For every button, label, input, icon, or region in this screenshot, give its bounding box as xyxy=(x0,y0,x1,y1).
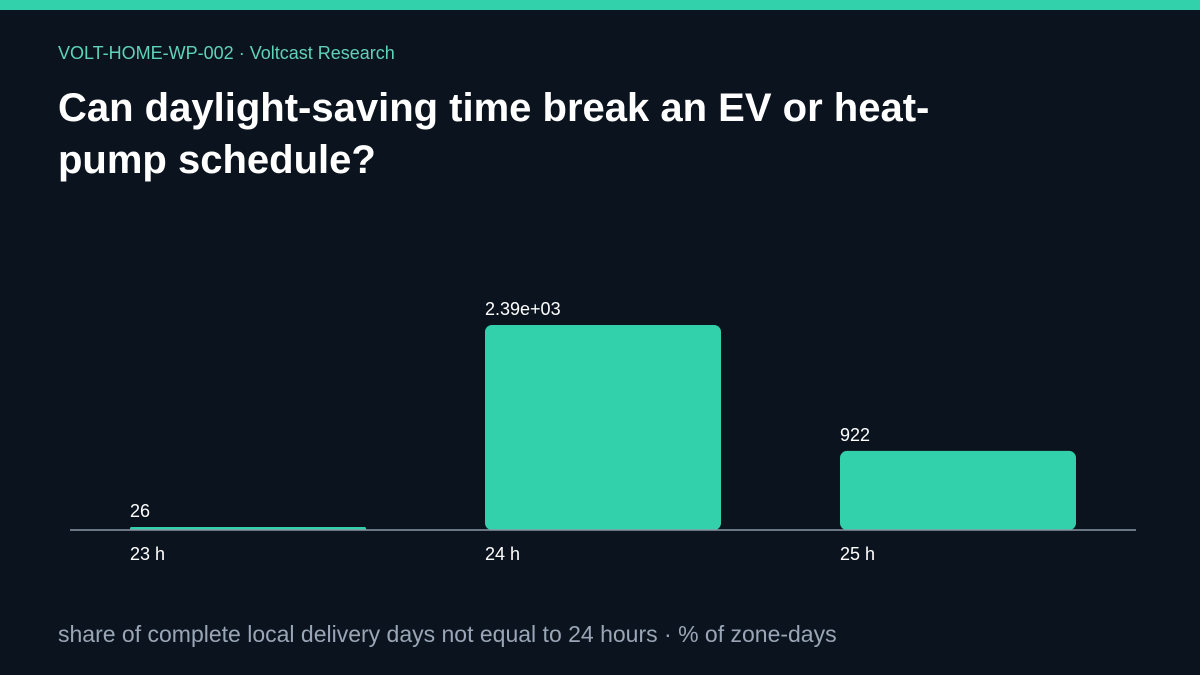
category-label: 24 h xyxy=(485,544,520,564)
category-label: 23 h xyxy=(130,544,165,564)
chart-title: Can daylight-saving time break an EV or … xyxy=(58,86,930,182)
report-kicker: VOLT-HOME-WP-002 · Voltcast Research xyxy=(58,43,395,63)
bar-25h xyxy=(840,450,1076,530)
value-label: 2.39e+03 xyxy=(485,299,561,319)
labels-layer: 26 23 h 2.39e+03 24 h 922 25 h xyxy=(130,299,875,564)
category-label: 25 h xyxy=(840,544,875,564)
bars-layer xyxy=(130,325,1076,530)
value-label: 922 xyxy=(840,425,870,445)
accent-top-bar xyxy=(0,0,1200,10)
value-label: 26 xyxy=(130,501,150,521)
bar-24h xyxy=(485,325,721,530)
chart-footnote: share of complete local delivery days no… xyxy=(58,621,837,647)
